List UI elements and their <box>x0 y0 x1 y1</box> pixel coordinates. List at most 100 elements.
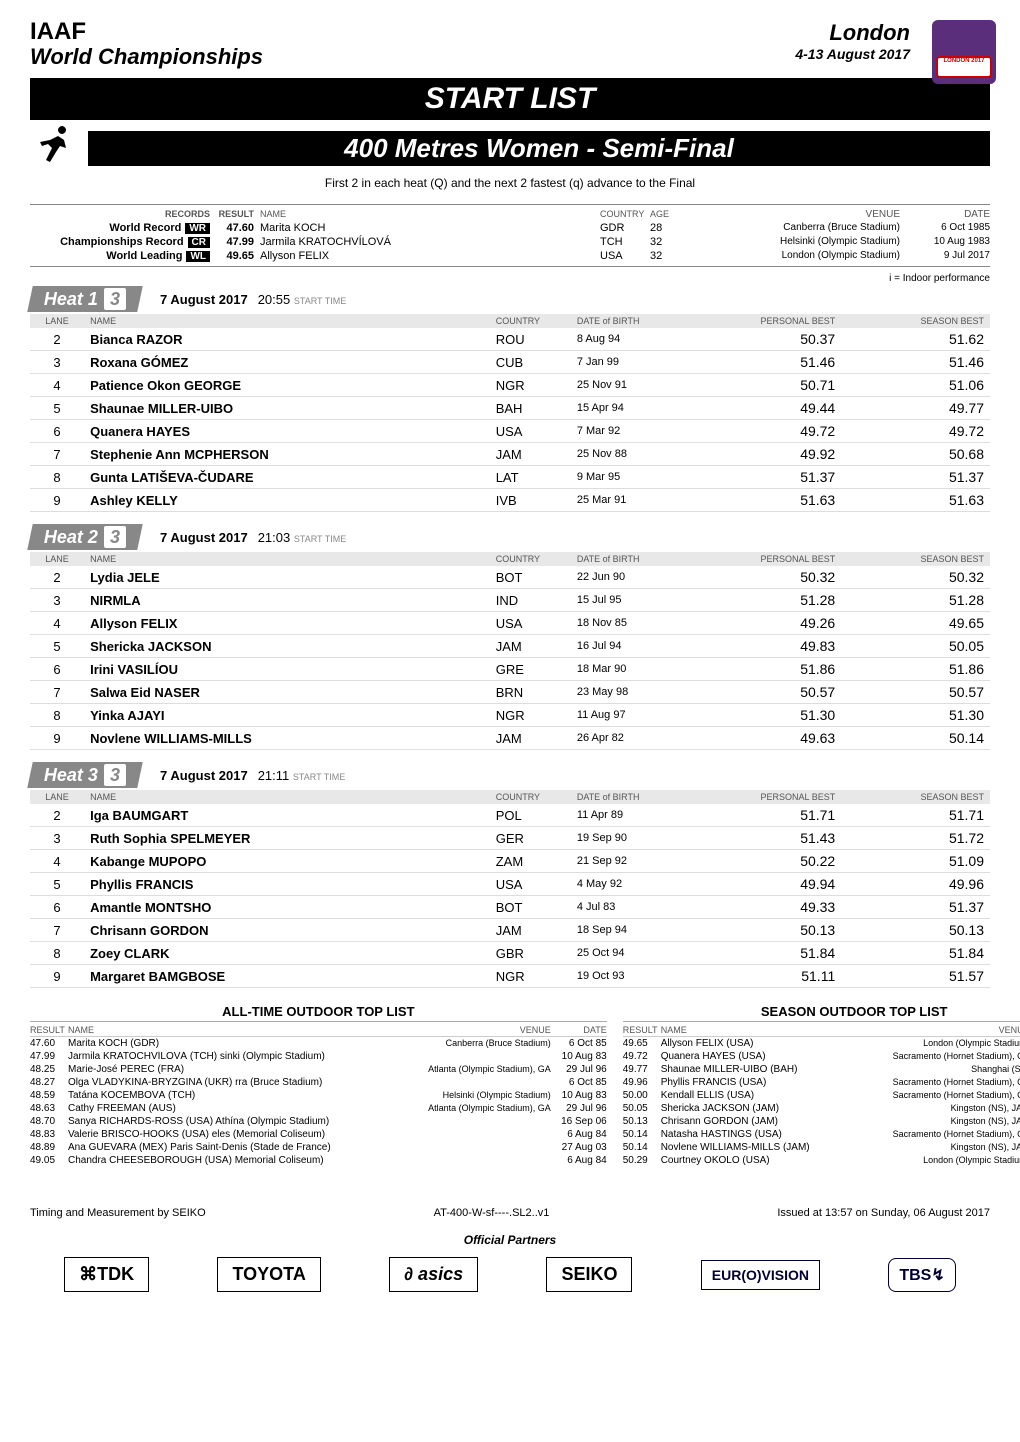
tl-name: Sanya RICHARDS-ROSS (USA) Athína (Olympi… <box>68 1116 331 1127</box>
dob-cell: 15 Jul 95 <box>571 589 693 612</box>
toplist-row: 50.13 Chrisann GORDON (JAM) Kingston (NS… <box>623 1115 1020 1128</box>
toplist-row: 48.89 Ana GUEVARA (MEX) Paris Saint-Deni… <box>30 1141 607 1154</box>
tl-result: 48.25 <box>30 1064 68 1075</box>
all-time-header: RESULT NAME VENUE DATE <box>30 1024 607 1037</box>
so-hdr-name: NAME <box>661 1025 810 1035</box>
rec-hdr-age: AGE <box>650 209 690 220</box>
dob-cell: 26 Apr 82 <box>571 727 693 750</box>
record-country: USA <box>600 250 650 262</box>
col-sb: SEASON BEST <box>841 790 990 804</box>
athlete-row: 9 Margaret BAMGBOSE NGR 19 Oct 93 51.11 … <box>30 965 990 988</box>
heat-title: Heat 1 <box>44 289 98 310</box>
country-cell: NGR <box>490 704 571 727</box>
heat-time: 21:11 START TIME <box>258 768 346 783</box>
season-title: SEASON OUTDOOR TOP LIST <box>623 1004 1020 1022</box>
toplist-row: 48.25 Marie-José PÉREC (FRA) Atlanta (Ol… <box>30 1063 607 1076</box>
tl-date: 6 Oct 85 <box>551 1077 607 1088</box>
season-list: SEASON OUTDOOR TOP LIST RESULT NAME VENU… <box>623 1004 1020 1167</box>
record-row: World LeadingWL 49.65 Allyson FELIX USA … <box>30 249 990 263</box>
country-cell: BAH <box>490 397 571 420</box>
col-pb: PERSONAL BEST <box>693 314 842 328</box>
country-cell: LAT <box>490 466 571 489</box>
heat-tab: Heat 13 <box>27 286 143 312</box>
country-cell: GER <box>490 827 571 850</box>
record-name: Allyson FELIX <box>260 250 600 262</box>
tl-venue: Kingston (NS), JAM <box>810 1142 1020 1153</box>
athlete-row: 5 Shericka JACKSON JAM 16 Jul 94 49.83 5… <box>30 635 990 658</box>
dob-cell: 25 Nov 88 <box>571 443 693 466</box>
athlete-row: 7 Salwa Eid NASER BRN 23 May 98 50.57 50… <box>30 681 990 704</box>
col-dob: DATE of BIRTH <box>571 790 693 804</box>
athlete-row: 5 Shaunae MILLER-UIBO BAH 15 Apr 94 49.4… <box>30 397 990 420</box>
record-date: 6 Oct 1985 <box>900 222 990 234</box>
lane-cell: 8 <box>30 704 84 727</box>
toplist-row: 49.65 Allyson FELIX (USA) London (Olympi… <box>623 1037 1020 1050</box>
pb-cell: 51.37 <box>693 466 842 489</box>
col-lane: LANE <box>30 552 84 566</box>
tl-date: 6 Aug 84 <box>551 1155 607 1166</box>
heat-header: Heat 23 7 August 2017 21:03 START TIME <box>30 524 990 550</box>
pb-cell: 51.84 <box>693 942 842 965</box>
athlete-row: 7 Stephenie Ann MCPHERSON JAM 25 Nov 88 … <box>30 443 990 466</box>
country-cell: USA <box>490 612 571 635</box>
issued-at: Issued at 13:57 on Sunday, 06 August 201… <box>777 1207 990 1219</box>
tl-date: 6 Aug 84 <box>551 1129 607 1140</box>
tl-venue: Helsinki (Olympic Stadium) <box>331 1090 551 1101</box>
tl-result: 48.89 <box>30 1142 68 1153</box>
dob-cell: 25 Mar 91 <box>571 489 693 512</box>
tl-result: 49.72 <box>623 1051 661 1062</box>
lane-cell: 5 <box>30 873 84 896</box>
heat-date: 7 August 2017 <box>160 292 248 307</box>
rec-hdr-result: RESULT <box>210 209 260 220</box>
tl-result: 49.05 <box>30 1155 68 1166</box>
tl-result: 49.65 <box>623 1038 661 1049</box>
col-sb: SEASON BEST <box>841 552 990 566</box>
heat-title: Heat 2 <box>44 527 98 548</box>
record-badge: WL <box>186 251 210 262</box>
advance-rule: First 2 in each heat (Q) and the next 2 … <box>30 176 990 190</box>
country-cell: BOT <box>490 566 571 589</box>
record-age: 28 <box>650 222 690 234</box>
heat-table: LANE NAME COUNTRY DATE of BIRTH PERSONAL… <box>30 314 990 512</box>
pb-cell: 51.43 <box>693 827 842 850</box>
seiko-logo: SEIKO <box>546 1257 632 1292</box>
pb-cell: 51.86 <box>693 658 842 681</box>
athlete-name: Yinka AJAYI <box>84 704 490 727</box>
pb-cell: 49.94 <box>693 873 842 896</box>
record-date: 9 Jul 2017 <box>900 250 990 262</box>
tl-name: Cathy FREEMAN (AUS) <box>68 1103 331 1114</box>
athlete-name: Margaret BAMGBOSE <box>84 965 490 988</box>
tl-venue <box>331 1116 551 1127</box>
dob-cell: 8 Aug 94 <box>571 328 693 351</box>
dob-cell: 15 Apr 94 <box>571 397 693 420</box>
header-left: IAAF World Championships <box>30 20 263 70</box>
col-dob: DATE of BIRTH <box>571 314 693 328</box>
athlete-row: 3 Ruth Sophia SPELMEYER GER 19 Sep 90 51… <box>30 827 990 850</box>
eurovision-logo: EUR(O)VISION <box>701 1260 820 1290</box>
indoor-note: i = Indoor performance <box>30 273 990 284</box>
tl-date: 29 Jul 96 <box>551 1103 607 1114</box>
tl-name: Ana GUEVARA (MEX) Paris Saint-Denis (Sta… <box>68 1142 331 1153</box>
col-country: COUNTRY <box>490 790 571 804</box>
tl-date: 6 Oct 85 <box>551 1038 607 1049</box>
heat-table: LANE NAME COUNTRY DATE of BIRTH PERSONAL… <box>30 790 990 988</box>
record-row: Championships RecordCR 47.99 Jarmila KRA… <box>30 235 990 249</box>
lane-cell: 6 <box>30 896 84 919</box>
country-cell: GBR <box>490 942 571 965</box>
sb-cell: 51.06 <box>841 374 990 397</box>
country-cell: IND <box>490 589 571 612</box>
heat-block: Heat 13 7 August 2017 20:55 START TIME L… <box>30 286 990 512</box>
athlete-row: 2 Iga BAUMGART POL 11 Apr 89 51.71 51.71 <box>30 804 990 827</box>
heat-table-header: LANE NAME COUNTRY DATE of BIRTH PERSONAL… <box>30 790 990 804</box>
col-dob: DATE of BIRTH <box>571 552 693 566</box>
rec-hdr-date: DATE <box>900 209 990 220</box>
athlete-name: NIRMLA <box>84 589 490 612</box>
partners-label: Official Partners <box>30 1233 990 1247</box>
sb-cell: 51.30 <box>841 704 990 727</box>
event-row: 400 Metres Women - Semi-Final <box>30 128 990 168</box>
tl-hdr-venue: VENUE <box>331 1025 551 1035</box>
tl-name: Chandra CHEESEBOROUGH (USA) Memorial Col… <box>68 1155 331 1166</box>
sb-cell: 51.37 <box>841 466 990 489</box>
pb-cell: 51.63 <box>693 489 842 512</box>
lane-cell: 5 <box>30 635 84 658</box>
